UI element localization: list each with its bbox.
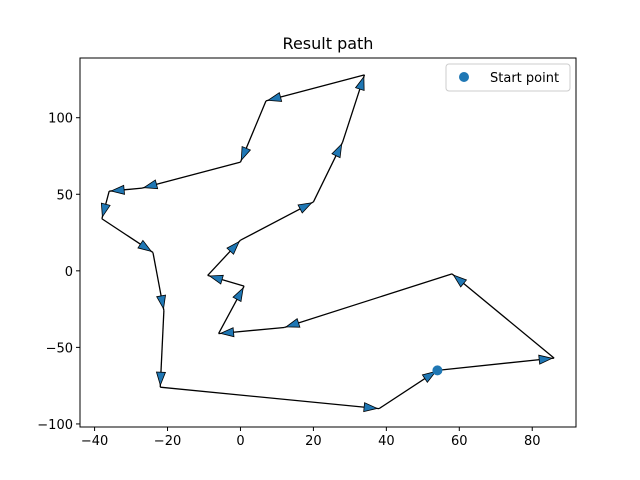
y-tick-label: 0 <box>65 265 73 280</box>
path-arrow <box>142 179 159 190</box>
path-segment <box>284 273 453 329</box>
legend: Start point <box>445 63 571 92</box>
path-arrow <box>354 75 365 92</box>
path-arrow <box>452 274 468 288</box>
path-arrow <box>284 317 301 328</box>
path-arrow <box>240 145 252 162</box>
path-arrow <box>232 286 244 303</box>
y-axis: −100 −50 0 50 100 <box>37 112 80 433</box>
legend-label: Start point <box>490 71 559 86</box>
path-arrow <box>421 370 437 384</box>
y-tick-label: 50 <box>56 188 73 203</box>
start-layer <box>432 365 443 376</box>
legend-marker <box>459 72 469 82</box>
path-arrow <box>109 184 125 195</box>
y-tick-label: 100 <box>48 112 73 127</box>
path-arrow <box>266 92 283 102</box>
plot-frame <box>79 57 577 428</box>
path-arrow <box>208 274 224 285</box>
plot-area <box>79 57 577 428</box>
y-tick-label: −100 <box>37 418 73 433</box>
x-tick-label: 0 <box>236 434 244 449</box>
path-arrow <box>297 202 313 214</box>
x-tick-label: 20 <box>305 434 322 449</box>
path-arrow <box>100 202 111 219</box>
path-arrow <box>226 240 240 255</box>
arrow-layer <box>100 75 554 413</box>
path-arrow <box>331 142 343 159</box>
path-arrow <box>156 294 167 310</box>
x-tick-label: 40 <box>378 434 395 449</box>
path-segment <box>437 357 555 371</box>
path-arrow <box>538 354 554 365</box>
x-tick-label: 80 <box>524 434 541 449</box>
path-segment <box>265 74 365 102</box>
path-arrow <box>363 402 379 413</box>
y-tick-label: −50 <box>46 341 73 356</box>
x-tick-label: 60 <box>451 434 468 449</box>
path-segment <box>160 386 380 410</box>
x-axis: −40 −20 0 20 40 60 80 <box>81 427 541 449</box>
path-segment <box>451 273 555 359</box>
start-point-marker <box>432 365 443 376</box>
path-arrow <box>155 371 167 387</box>
x-tick-label: −20 <box>154 434 181 449</box>
path-segment <box>141 161 241 189</box>
path-arrow <box>219 327 235 338</box>
chart-title: Result path <box>283 34 374 53</box>
x-tick-label: −40 <box>81 434 108 449</box>
path-arrow <box>137 239 153 253</box>
legend-box <box>445 63 571 92</box>
